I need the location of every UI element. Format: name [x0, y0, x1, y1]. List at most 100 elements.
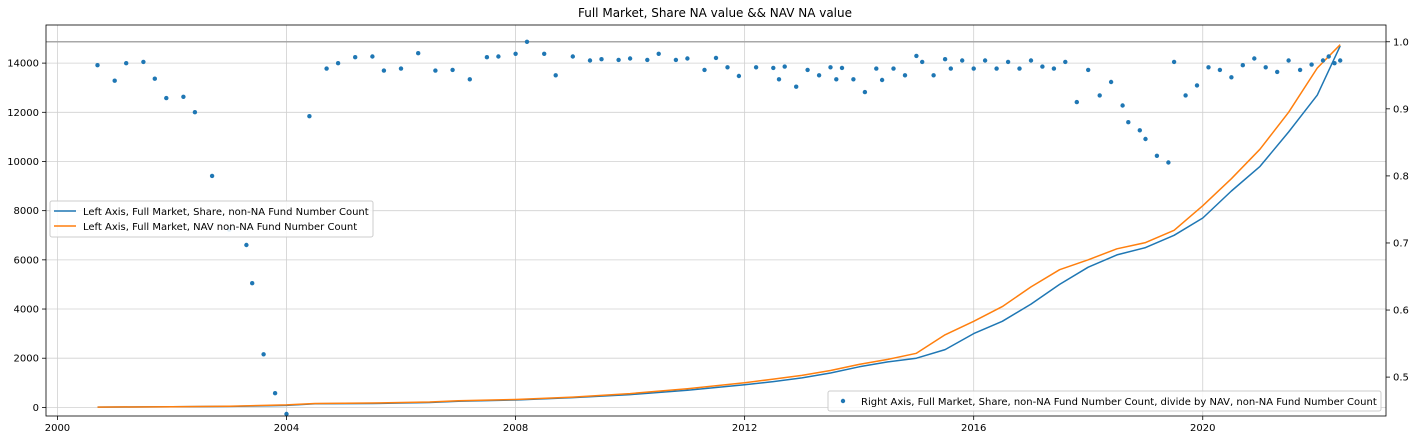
y-left-tick-label: 2000	[14, 354, 39, 365]
scatter-point	[685, 56, 690, 61]
scatter-point	[599, 57, 604, 62]
scatter-point	[542, 51, 547, 56]
scatter-point	[1051, 66, 1057, 71]
scatter-point	[450, 67, 455, 73]
scatter-point	[209, 173, 215, 179]
scatter-point	[1326, 54, 1331, 59]
scatter-point	[782, 64, 787, 69]
scatter-point	[1183, 93, 1188, 98]
scatter-point	[971, 66, 976, 71]
scatter-point	[1171, 59, 1177, 65]
scatter-point	[816, 73, 822, 78]
scatter-point	[381, 68, 387, 73]
y-left-tick-label: 10000	[7, 157, 39, 168]
legend-left-entry-nav: Left Axis, Full Market, NAV non-NA Fund …	[83, 222, 357, 233]
scatter-point	[112, 78, 117, 83]
y-left-tick-label: 0	[33, 403, 39, 414]
scatter-point	[794, 84, 799, 89]
scatter-point	[335, 61, 341, 66]
scatter-point	[828, 65, 833, 70]
scatter-point	[960, 58, 965, 63]
scatter-point	[553, 73, 558, 78]
x-tick-label: 2004	[274, 423, 299, 434]
scatter-point	[645, 57, 650, 63]
scatter-point	[805, 67, 810, 73]
scatter-point	[994, 66, 999, 71]
scatter-point	[851, 77, 856, 82]
scatter-point	[1063, 59, 1068, 65]
y-right-tick-label: 1.0	[1393, 37, 1409, 48]
y-left-tick-label: 4000	[14, 305, 39, 316]
scatter-point	[1028, 58, 1034, 63]
legend-right: Right Axis, Full Market, Share, non-NA F…	[827, 390, 1382, 412]
scatter-point	[702, 67, 707, 73]
y-left-tick-label: 14000	[7, 59, 39, 70]
legend-left: Left Axis, Full Market, Share, non-NA Fu…	[49, 200, 374, 238]
scatter-point	[713, 55, 719, 61]
scatter-point	[834, 77, 839, 82]
scatter-point	[152, 76, 157, 81]
scatter-point	[1252, 56, 1257, 61]
scatter-point	[1143, 136, 1148, 142]
y-right-tick-label: 0.8	[1393, 171, 1409, 182]
x-axis: 2000 2004 2008 2012 2016 2020	[45, 416, 1215, 434]
scatter-point	[416, 51, 421, 56]
scatter-point	[181, 94, 186, 100]
scatter-point	[1086, 67, 1091, 73]
scatter-point	[284, 411, 289, 417]
y-axis-left: 0 2000 4000 6000 8000 10000 12000 14000	[7, 59, 46, 414]
scatter-point	[920, 59, 925, 65]
scatter-point	[398, 66, 404, 71]
scatter-point	[496, 54, 501, 59]
y-right-tick-label: 0.6	[1393, 306, 1409, 317]
scatter-point	[1240, 62, 1246, 68]
scatter-point	[433, 68, 438, 73]
scatter-point	[1297, 67, 1303, 73]
scatter-point	[1286, 58, 1291, 63]
y-left-tick-label: 6000	[14, 255, 39, 266]
y-left-tick-label: 12000	[7, 108, 39, 119]
scatter-point	[95, 62, 100, 68]
scatter-point	[1137, 128, 1143, 133]
y-right-tick-label: 0.5	[1393, 373, 1409, 384]
scatter-point	[164, 95, 169, 101]
x-tick-label: 2016	[961, 423, 986, 434]
y-right-tick-label: 0.7	[1393, 238, 1409, 249]
scatter-point	[1217, 67, 1223, 73]
scatter-point	[902, 73, 908, 78]
x-tick-label: 2020	[1190, 423, 1215, 434]
legend-left-entry-share: Left Axis, Full Market, Share, non-NA Fu…	[83, 207, 369, 218]
scatter-point	[1275, 69, 1280, 75]
scatter-point	[1263, 65, 1268, 70]
scatter-point	[771, 65, 776, 71]
scatter-point	[879, 77, 885, 83]
scatter-point	[524, 39, 530, 44]
scatter-point	[1166, 160, 1171, 165]
scatter-point	[1194, 83, 1200, 88]
scatter-point	[1309, 62, 1314, 67]
scatter-point	[370, 54, 375, 59]
y-left-tick-label: 8000	[14, 206, 39, 217]
scatter-point	[1332, 61, 1337, 66]
scatter-point	[244, 242, 249, 248]
x-tick-label: 2008	[503, 423, 528, 434]
scatter-point	[942, 57, 948, 62]
scatter-point	[948, 66, 953, 71]
scatter-point	[1005, 59, 1011, 65]
scatter-point	[1320, 58, 1326, 63]
scatter-point	[1074, 99, 1080, 105]
scatter-point	[874, 66, 879, 71]
scatter-point	[656, 51, 661, 56]
scatter-point	[124, 61, 129, 66]
scatter-point	[307, 114, 312, 119]
scatter-point	[1206, 65, 1211, 70]
x-tick-label: 2012	[732, 423, 757, 434]
y-right-tick-label: 0.9	[1393, 104, 1409, 115]
scatter-point	[1154, 153, 1160, 158]
scatter-point	[1120, 103, 1125, 108]
scatter-point	[141, 59, 146, 65]
scatter-point	[1338, 58, 1343, 63]
scatter-series-layer	[95, 39, 1343, 417]
scatter-point	[914, 53, 919, 59]
